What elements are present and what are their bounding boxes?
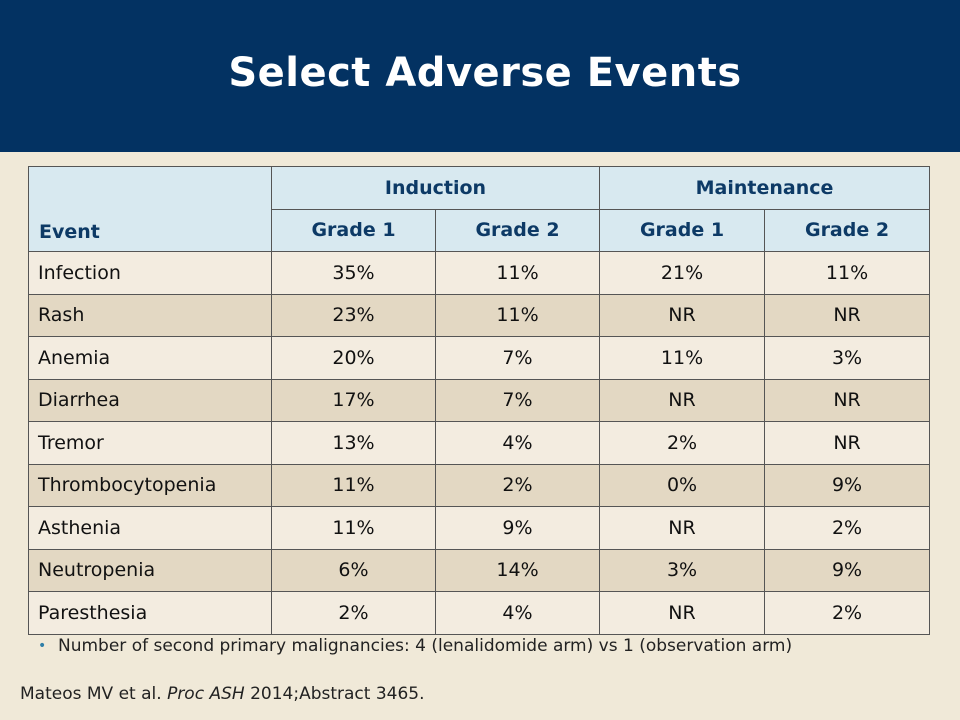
bullet-note: • Number of second primary malignancies:… <box>38 634 918 658</box>
table-row: Rash 23% 11% NR NR <box>28 293 931 337</box>
event-name-cell: Tremor <box>28 421 272 465</box>
value-cell: 11% <box>271 463 436 507</box>
induction-group-header: Induction <box>270 166 601 210</box>
value-cell: 3% <box>599 548 766 592</box>
table-row: Tremor 13% 4% 2% NR <box>28 421 931 465</box>
adverse-events-table: Event Induction Maintenance Grade 1 Grad… <box>28 166 931 635</box>
value-cell: NR <box>599 591 766 635</box>
value-cell: 20% <box>271 336 436 380</box>
value-cell: NR <box>764 421 931 465</box>
value-cell: NR <box>599 378 766 422</box>
event-name-cell: Anemia <box>28 336 272 380</box>
value-cell: NR <box>599 293 766 337</box>
value-cell: 11% <box>434 251 601 295</box>
slide-title: Select Adverse Events <box>228 50 742 96</box>
citation-suffix: 2014;Abstract 3465. <box>244 684 425 704</box>
value-cell: 4% <box>434 421 601 465</box>
value-cell: 11% <box>764 251 931 295</box>
table-row: Neutropenia 6% 14% 3% 9% <box>28 548 931 592</box>
citation: Mateos MV et al. Proc ASH 2014;Abstract … <box>20 684 425 704</box>
event-name-cell: Diarrhea <box>28 378 272 422</box>
value-cell: 9% <box>764 548 931 592</box>
value-cell: 4% <box>434 591 601 635</box>
event-name-cell: Paresthesia <box>28 591 272 635</box>
value-cell: NR <box>764 378 931 422</box>
value-cell: 35% <box>271 251 436 295</box>
value-cell: 21% <box>599 251 766 295</box>
event-column-header: Event <box>28 166 272 252</box>
event-name-cell: Thrombocytopenia <box>28 463 272 507</box>
citation-prefix: Mateos MV et al. <box>20 684 168 704</box>
value-cell: 2% <box>599 421 766 465</box>
value-cell: 7% <box>434 378 601 422</box>
value-cell: 2% <box>764 506 931 550</box>
table-row: Diarrhea 17% 7% NR NR <box>28 378 931 422</box>
table-row: Paresthesia 2% 4% NR 2% <box>28 591 931 635</box>
event-name-cell: Neutropenia <box>28 548 272 592</box>
value-cell: 17% <box>271 378 436 422</box>
value-cell: 11% <box>434 293 601 337</box>
value-cell: 2% <box>271 591 436 635</box>
value-cell: 11% <box>599 336 766 380</box>
table-body: Infection 35% 11% 21% 11% Rash 23% 11% NR NR Anemi… <box>28 251 931 635</box>
value-cell: 13% <box>271 421 436 465</box>
value-cell: 9% <box>764 463 931 507</box>
maintenance-group-header: Maintenance <box>599 166 931 210</box>
event-name-cell: Rash <box>28 293 272 337</box>
value-cell: 7% <box>434 336 601 380</box>
induction-grade2-header: Grade 2 <box>434 208 601 252</box>
value-cell: 0% <box>599 463 766 507</box>
maintenance-grade2-header: Grade 2 <box>764 208 931 252</box>
value-cell: 14% <box>434 548 601 592</box>
value-cell: 2% <box>434 463 601 507</box>
value-cell: 3% <box>764 336 931 380</box>
table-row: Thrombocytopenia 11% 2% 0% 9% <box>28 463 931 507</box>
bullet-icon: • <box>38 638 47 654</box>
value-cell: 23% <box>271 293 436 337</box>
value-cell: 9% <box>434 506 601 550</box>
value-cell: 2% <box>764 591 931 635</box>
maintenance-grade1-header: Grade 1 <box>599 208 766 252</box>
table-row: Anemia 20% 7% 11% 3% <box>28 336 931 380</box>
value-cell: 6% <box>271 548 436 592</box>
value-cell: NR <box>599 506 766 550</box>
event-name-cell: Infection <box>28 251 272 295</box>
value-cell: NR <box>764 293 931 337</box>
table-row: Asthenia 11% 9% NR 2% <box>28 506 931 550</box>
bullet-text: Number of second primary malignancies: 4… <box>58 636 793 656</box>
title-banner <box>0 0 960 152</box>
induction-grade1-header: Grade 1 <box>271 208 436 252</box>
citation-journal: Proc ASH <box>167 684 245 704</box>
value-cell: 11% <box>271 506 436 550</box>
event-name-cell: Asthenia <box>28 506 272 550</box>
table-row: Infection 35% 11% 21% 11% <box>28 251 931 295</box>
